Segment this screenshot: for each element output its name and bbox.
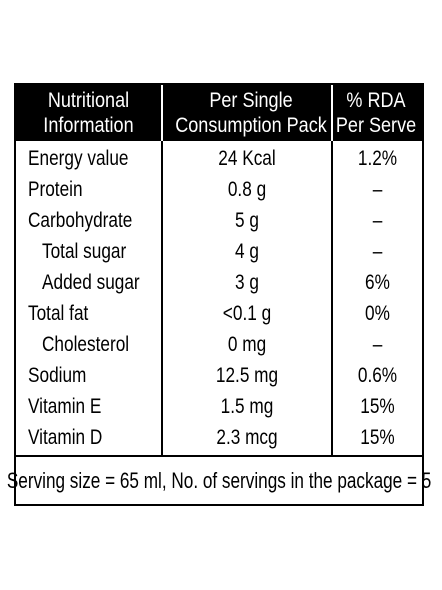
nutrient-amount: 1.5 mg [220,395,274,418]
nutrient-amount: 0 mg [227,333,267,356]
table-row: Carbohydrate 5 g – [16,205,422,236]
nutrition-label: Nutritional Information Per Single Consu… [7,83,431,506]
nutrient-rda: 0% [365,302,390,325]
serving-text: Serving size = 65 ml, No. of servings in… [6,467,432,493]
header-line: Per Single [209,89,293,112]
nutrient-name: Total sugar [42,240,127,263]
nutrient-name: Cholesterol [42,333,130,356]
header-line: Consumption Pack [175,114,327,137]
table-row: Protein 0.8 g – [16,174,422,205]
nutrient-rda: – [372,209,383,232]
table-header: Nutritional Information Per Single Consu… [16,85,422,141]
header-line: % RDA [346,89,406,112]
nutrient-amount: 4 g [235,240,259,263]
column-divider [161,141,163,455]
nutrient-name: Sodium [28,364,87,387]
nutrient-rda: 1.2% [357,147,398,170]
table-row: Cholesterol 0 mg – [16,329,422,360]
header-rda-per-serve: % RDA Per Serve [333,85,419,141]
nutrient-rda: – [372,178,383,201]
header-line: Nutritional [47,89,130,112]
nutrient-amount: 2.3 mcg [216,426,278,449]
nutrient-rda: – [372,240,383,263]
table-row: Total fat <0.1 g 0% [16,298,422,329]
nutrient-name: Added sugar [42,271,140,294]
nutrient-name: Vitamin D [28,426,103,449]
table-row: Vitamin D 2.3 mcg 15% [16,422,422,453]
nutrient-name: Protein [28,178,83,201]
nutrient-amount: 0.8 g [227,178,267,201]
nutrient-amount: 12.5 mg [215,364,279,387]
nutrient-rda: 0.6% [357,364,398,387]
footer-divider [16,455,422,457]
header-line: Per Serve [335,114,417,137]
nutrient-name: Energy value [28,147,129,170]
header-divider [161,85,163,141]
nutrient-name: Vitamin E [28,395,102,418]
header-line: Information [43,114,134,137]
table-row: Sodium 12.5 mg 0.6% [16,360,422,391]
nutrient-amount: 3 g [235,271,259,294]
nutrient-amount: 5 g [235,209,259,232]
nutrient-name: Carbohydrate [28,209,133,232]
header-nutritional-information: Nutritional Information [30,85,147,141]
header-divider [331,85,333,141]
table-row: Energy value 24 Kcal 1.2% [16,143,422,174]
table-row: Vitamin E 1.5 mg 15% [16,391,422,422]
serving-info: Serving size = 65 ml, No. of servings in… [7,457,431,504]
nutrient-rda: 15% [360,426,395,449]
nutrient-amount: 24 Kcal [218,147,276,170]
header-per-single-pack: Per Single Consumption Pack [175,85,327,141]
nutrient-rda: – [372,333,383,356]
nutrient-name: Total fat [28,302,89,325]
nutrient-rda: 15% [360,395,395,418]
nutrient-amount: <0.1 g [222,302,272,325]
table-row: Total sugar 4 g – [16,236,422,267]
nutrient-rda: 6% [365,271,390,294]
column-divider [331,141,333,455]
table-row: Added sugar 3 g 6% [16,267,422,298]
